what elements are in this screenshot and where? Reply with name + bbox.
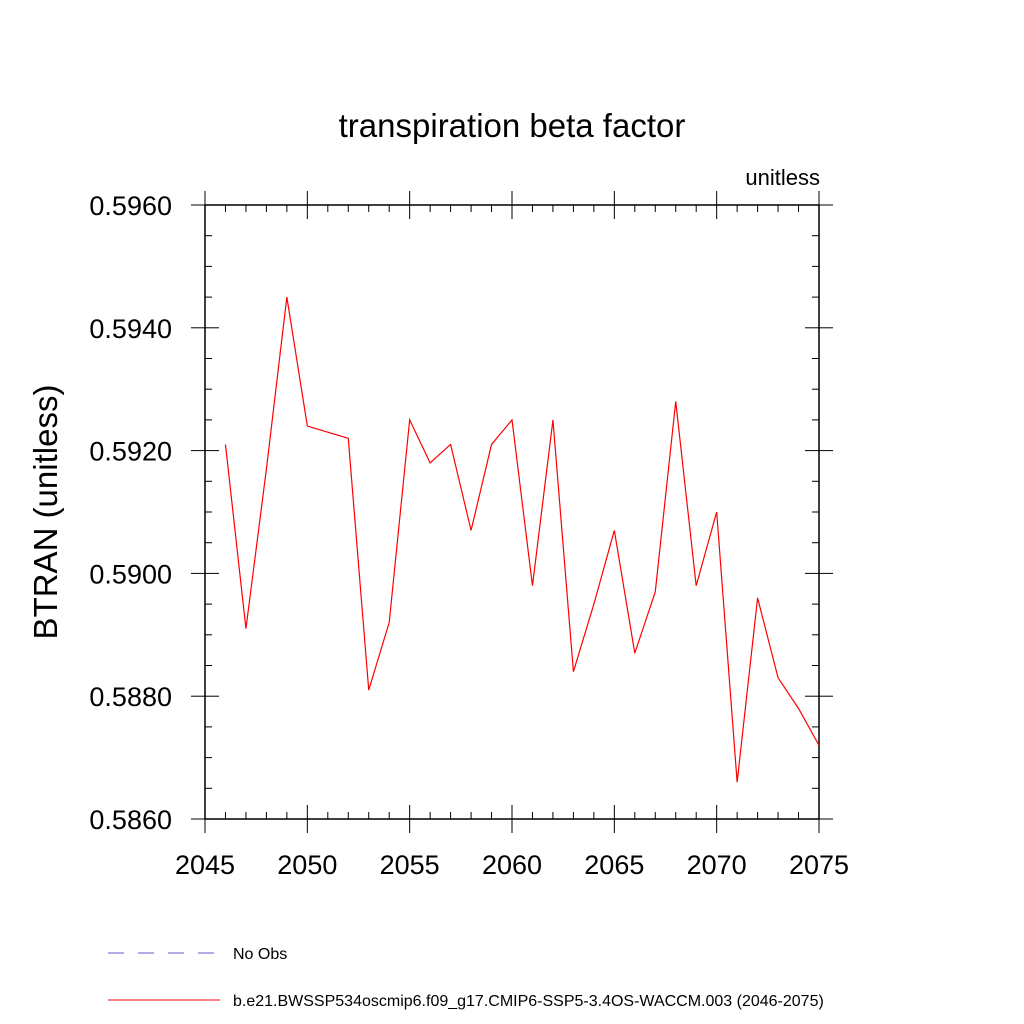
plot-frame	[204, 204, 820, 820]
data-point	[224, 443, 227, 446]
data-point	[613, 529, 616, 532]
data-point	[490, 443, 493, 446]
data-point	[470, 529, 473, 532]
x-tick-label: 2070	[687, 850, 747, 880]
data-point	[818, 744, 821, 747]
x-tick-label: 2055	[380, 850, 440, 880]
data-point	[347, 437, 350, 440]
data-point	[797, 707, 800, 710]
y-tick-label: 0.5960	[89, 191, 172, 221]
data-point	[777, 676, 780, 679]
data-point	[756, 596, 759, 599]
data-point	[654, 590, 657, 593]
y-tick-label: 0.5940	[89, 314, 172, 344]
data-point	[715, 511, 718, 514]
legend: No Obs b.e21.BWSSP534oscmip6.f09_g17.CMI…	[108, 946, 824, 1010]
chart-title: transpiration beta factor	[339, 107, 686, 144]
data-point	[592, 603, 595, 606]
data-point	[367, 689, 370, 692]
data-point	[511, 418, 514, 421]
data-point	[244, 627, 247, 630]
units-label: unitless	[745, 165, 820, 190]
x-tick-label: 2075	[789, 850, 849, 880]
y-tick-label: 0.5900	[89, 559, 172, 589]
data-point	[695, 584, 698, 587]
data-point	[633, 652, 636, 655]
data-point	[531, 584, 534, 587]
data-point	[285, 296, 288, 299]
data-point	[572, 670, 575, 673]
data-point	[449, 443, 452, 446]
x-tick-label: 2050	[277, 850, 337, 880]
legend-label-no-obs: No Obs	[233, 946, 287, 963]
x-tick-label: 2045	[175, 850, 235, 880]
data-point	[736, 781, 739, 784]
x-tick-label: 2065	[584, 850, 644, 880]
data-point	[429, 461, 432, 464]
y-axis-label: BTRAN (unitless)	[27, 385, 64, 640]
data-point	[674, 400, 677, 403]
data-point	[551, 418, 554, 421]
data-point	[326, 431, 329, 434]
y-tick-label: 0.5880	[89, 682, 172, 712]
legend-label-series: b.e21.BWSSP534oscmip6.f09_g17.CMIP6-SSP5…	[233, 993, 824, 1010]
x-tick-label: 2060	[482, 850, 542, 880]
tick-labels: 2045 2050 2055 2060 2065 2070 2075 0.5860 0.5880…	[89, 191, 849, 880]
data-point	[408, 418, 411, 421]
y-tick-label: 0.5920	[89, 437, 172, 467]
series-line	[224, 297, 820, 783]
series-layer	[224, 296, 821, 784]
data-point	[265, 468, 268, 471]
axes-ticks	[191, 191, 833, 833]
data-point	[306, 425, 309, 428]
y-tick-label: 0.5860	[89, 805, 172, 835]
data-point	[388, 621, 391, 624]
